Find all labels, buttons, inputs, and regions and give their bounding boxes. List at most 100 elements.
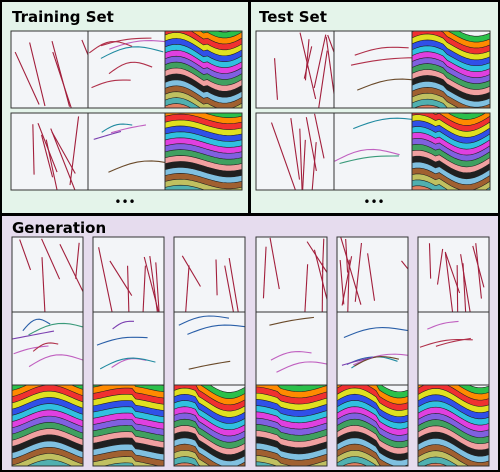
- tile-border: [411, 112, 491, 191]
- horizon-line: [270, 351, 312, 361]
- horizon-line: [13, 345, 49, 355]
- tile: [12, 312, 83, 385]
- fault-line: [228, 257, 239, 312]
- horizon-line: [112, 320, 134, 330]
- fault-line: [98, 247, 113, 312]
- fault-line: [29, 42, 46, 107]
- fault-line: [262, 246, 267, 299]
- tile-bg: [418, 312, 489, 385]
- fault-line: [19, 239, 32, 271]
- horizon-line: [99, 357, 156, 370]
- fault-line: [51, 131, 76, 174]
- layer: [413, 104, 442, 108]
- horizon-line: [350, 57, 412, 66]
- fault-line: [41, 238, 61, 280]
- layer: [412, 179, 490, 190]
- fault-line: [59, 244, 83, 293]
- layer: [256, 461, 278, 466]
- tile: [334, 113, 412, 190]
- fault-line: [462, 263, 467, 312]
- tile: [256, 237, 327, 312]
- fault-line: [149, 255, 158, 312]
- tiles: [10, 30, 491, 467]
- horizon-line: [334, 148, 400, 162]
- horizon-line: [178, 315, 230, 326]
- tile-bg: [11, 31, 88, 108]
- tile-border: [92, 384, 165, 467]
- fault-line: [347, 259, 350, 312]
- fault-line: [367, 253, 376, 301]
- tile-border: [164, 112, 243, 191]
- layer: [256, 455, 327, 466]
- horizon-line: [91, 79, 131, 89]
- layer: [174, 462, 197, 466]
- horizon-line: [276, 361, 327, 373]
- tile-bg: [174, 237, 245, 312]
- horizon-line: [357, 78, 412, 91]
- tile: [337, 237, 408, 312]
- fault-line: [32, 124, 35, 175]
- tile: [12, 237, 83, 312]
- fault-line: [444, 253, 454, 312]
- horizon-line: [96, 336, 148, 346]
- ellipsis: •••: [363, 195, 384, 209]
- tile-bg: [334, 31, 412, 108]
- tile: [418, 385, 489, 466]
- fault-line: [354, 242, 363, 302]
- fault-line: [224, 265, 234, 312]
- tile: [412, 31, 490, 108]
- horizon-line: [88, 40, 133, 54]
- fault-line: [155, 262, 160, 312]
- tile: [93, 385, 164, 466]
- fault-line: [401, 260, 408, 270]
- fault-line: [142, 265, 146, 312]
- tile-bg: [334, 113, 412, 190]
- fault-line: [51, 41, 71, 107]
- fault-line: [215, 259, 218, 296]
- fault-line: [306, 241, 327, 274]
- tile-bg: [93, 312, 164, 385]
- layer: [26, 459, 73, 466]
- tile: [256, 385, 327, 466]
- tile: [11, 113, 88, 190]
- tile: [12, 385, 83, 466]
- horizon-line: [28, 354, 83, 368]
- generation-panel: [0, 214, 500, 472]
- horizon-line: [354, 356, 400, 367]
- fault-line: [299, 128, 303, 190]
- tile: [88, 31, 165, 108]
- horizon-line: [100, 37, 152, 47]
- tile-bg: [88, 31, 165, 108]
- tile-bg: [174, 312, 245, 385]
- tile: [412, 113, 490, 190]
- fault-line: [274, 58, 279, 100]
- tile: [174, 237, 245, 312]
- horizon-line: [110, 124, 147, 134]
- fault-line: [325, 36, 334, 98]
- tile-border: [164, 30, 243, 109]
- tile: [337, 385, 408, 466]
- horizon-line: [108, 160, 165, 173]
- fault-line: [311, 142, 317, 190]
- horizon-line: [427, 320, 459, 330]
- tile-bg: [88, 113, 165, 190]
- tile-border: [255, 384, 328, 467]
- horizon-line: [93, 130, 122, 140]
- fault-line: [339, 259, 345, 305]
- fault-line: [460, 254, 471, 312]
- fault-line: [52, 51, 72, 108]
- horizon-line: [101, 123, 133, 133]
- layer: [165, 184, 206, 190]
- fault-line: [313, 34, 327, 89]
- horizon-line: [32, 342, 59, 352]
- fault-line: [290, 118, 301, 180]
- tile: [93, 237, 164, 312]
- fault-line: [41, 134, 54, 178]
- fault-line: [50, 128, 76, 190]
- fault-line: [428, 243, 432, 279]
- layer: [342, 462, 368, 466]
- fault-line: [313, 249, 327, 302]
- horizon-line: [341, 356, 374, 366]
- fault-line: [456, 265, 459, 312]
